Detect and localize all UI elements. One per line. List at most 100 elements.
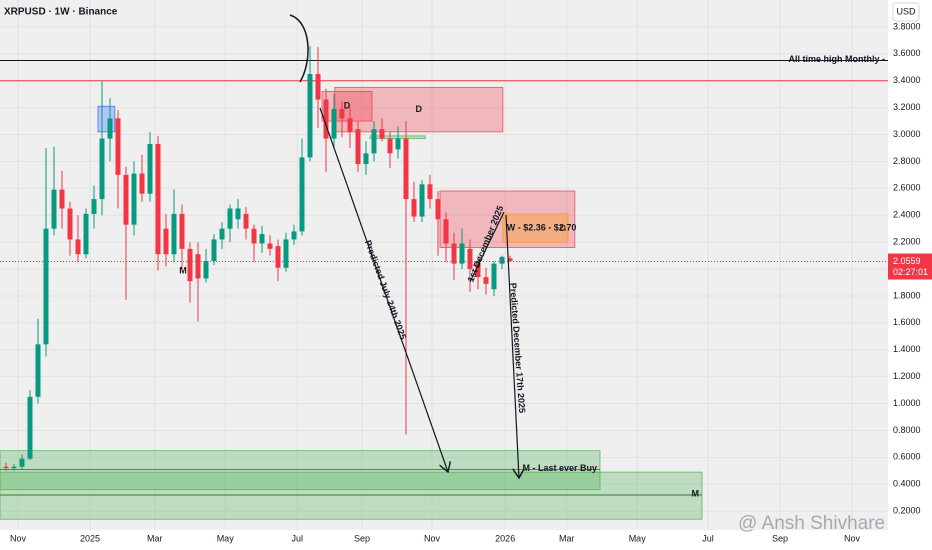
y-tick-label: 0.6000 bbox=[893, 452, 921, 462]
candle-body bbox=[323, 99, 329, 139]
candle-body bbox=[507, 258, 513, 261]
candle-body bbox=[227, 208, 233, 229]
y-tick-label: 2.8000 bbox=[893, 156, 921, 166]
candle-body bbox=[139, 173, 145, 194]
candle-body bbox=[459, 243, 465, 264]
circle-mark bbox=[289, 14, 309, 83]
candle-body bbox=[195, 254, 201, 279]
candle-body bbox=[171, 213, 177, 255]
chart-title: XRPUSD · 1W · Binance bbox=[4, 7, 118, 18]
plot-background bbox=[0, 0, 888, 530]
y-tick-label: 2.6000 bbox=[893, 183, 921, 193]
arrow bbox=[319, 107, 448, 472]
candle-body bbox=[339, 108, 345, 119]
candle-body bbox=[347, 118, 353, 132]
x-tick-label: 2026 bbox=[495, 533, 515, 543]
y-tick-label: 3.4000 bbox=[893, 75, 921, 85]
x-tick-label: Mar bbox=[147, 533, 163, 543]
countdown: 02:27:01 bbox=[893, 267, 928, 277]
y-tick-label: 3.8000 bbox=[893, 21, 921, 31]
time-axis bbox=[0, 530, 888, 550]
candle-body bbox=[315, 73, 321, 100]
candle-body bbox=[371, 129, 377, 154]
zone-label: D bbox=[344, 101, 351, 111]
zone-label: D bbox=[560, 223, 567, 233]
candle-body bbox=[491, 263, 497, 290]
y-tick-label: 2.2000 bbox=[893, 237, 921, 247]
candle-body bbox=[419, 184, 425, 217]
candle-body bbox=[187, 248, 193, 282]
candle-body bbox=[395, 138, 401, 150]
level-label: All time high Monthly - bbox=[789, 54, 886, 64]
x-tick-label: Sep bbox=[354, 533, 370, 543]
candle-body bbox=[59, 189, 65, 209]
candle-body bbox=[243, 213, 249, 229]
candle-body bbox=[131, 173, 137, 225]
candle-body bbox=[387, 138, 393, 154]
level-label: M - Last ever Buy bbox=[522, 463, 597, 473]
zone bbox=[334, 86, 504, 133]
zone-label: W - $2.36 - $2.70 bbox=[507, 222, 577, 232]
candle-body bbox=[283, 239, 289, 268]
x-tick-label: May bbox=[629, 533, 647, 543]
y-tick-label: 1.8000 bbox=[893, 290, 921, 300]
zone bbox=[321, 90, 373, 122]
candle-body bbox=[443, 219, 449, 244]
x-tick-label: Nov bbox=[10, 533, 27, 543]
candle-body bbox=[251, 228, 257, 244]
arrow bbox=[505, 214, 519, 478]
candle-body bbox=[219, 228, 225, 240]
candle-body bbox=[379, 129, 385, 139]
candle-body bbox=[211, 239, 217, 261]
candle-body bbox=[179, 213, 185, 249]
candle-body bbox=[499, 256, 505, 264]
candle-body bbox=[451, 243, 457, 264]
y-tick-label: 1.6000 bbox=[893, 317, 921, 327]
candle-body bbox=[107, 118, 113, 139]
candle-body bbox=[11, 466, 17, 469]
watermark: @ Ansh Shivhare bbox=[738, 513, 885, 534]
candle-body bbox=[163, 228, 169, 255]
zone-label: D bbox=[416, 104, 423, 114]
candle-body bbox=[483, 277, 489, 284]
x-tick-label: Mar bbox=[559, 533, 575, 543]
candle-body bbox=[355, 129, 361, 165]
candle-body bbox=[99, 138, 105, 200]
candle-body bbox=[427, 184, 433, 200]
candle-body bbox=[19, 458, 25, 467]
candle-body bbox=[43, 228, 49, 345]
y-tick-label: 3.2000 bbox=[893, 102, 921, 112]
y-tick-label: 2.4000 bbox=[893, 210, 921, 220]
candle-body bbox=[403, 138, 409, 200]
x-tick-label: 2025 bbox=[80, 533, 100, 543]
currency-box bbox=[892, 2, 920, 22]
candle-body bbox=[235, 208, 241, 220]
y-tick-label: 1.0000 bbox=[893, 398, 921, 408]
candle-body bbox=[27, 396, 33, 459]
candle-body bbox=[307, 73, 313, 158]
candle-body bbox=[147, 143, 153, 194]
currency: USD bbox=[896, 6, 916, 16]
y-tick-label: 0.8000 bbox=[893, 425, 921, 435]
x-tick-label: May bbox=[217, 533, 235, 543]
y-tick-label: 3.6000 bbox=[893, 48, 921, 58]
candle-body bbox=[83, 213, 89, 255]
x-tick-label: Jul bbox=[702, 533, 714, 543]
candle-body bbox=[331, 108, 337, 139]
candle-body bbox=[411, 199, 417, 217]
candle-body bbox=[435, 199, 441, 220]
y-tick-label: 1.4000 bbox=[893, 344, 921, 354]
candle-body bbox=[267, 243, 273, 249]
candle-body bbox=[91, 199, 97, 214]
candle-body bbox=[299, 157, 305, 232]
last-price: 2.0559 bbox=[893, 256, 921, 266]
candle-body bbox=[115, 118, 121, 175]
candle-body bbox=[275, 246, 281, 268]
last-price-box bbox=[888, 253, 932, 280]
y-tick-label: 0.4000 bbox=[893, 479, 921, 489]
x-tick-label: Jul bbox=[291, 533, 303, 543]
x-tick-label: Nov bbox=[844, 533, 861, 543]
candle-body bbox=[75, 239, 81, 255]
